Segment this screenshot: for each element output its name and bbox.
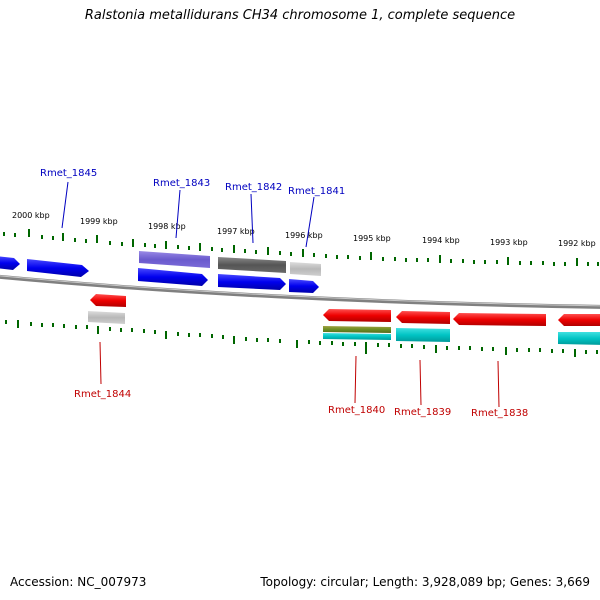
page-title: Ralstonia metallidurans CH34 chromosome … [84,8,516,23]
gene-label[interactable]: Rmet_1845 [40,168,97,179]
gene-feature-1838[interactable] [453,313,546,326]
gene-feature-1844-lower[interactable] [88,311,125,324]
gene-feature-1842-upper[interactable] [218,257,286,273]
scale-label: 1993 kbp [490,238,528,247]
gene-feature-1840-lower-a[interactable] [323,326,391,333]
gene-label[interactable]: Rmet_1842 [225,182,282,193]
gene-label[interactable]: Rmet_1839 [394,407,451,418]
gene-feature-1843-upper[interactable] [139,251,210,268]
gene-feature-1839-lower[interactable] [396,328,450,342]
gene-label[interactable]: Rmet_1843 [153,178,210,189]
gene-feature-1845[interactable] [27,259,89,277]
gene-label[interactable]: Rmet_1841 [288,186,345,197]
gene-feature-1841[interactable] [289,279,319,293]
top-gene-labels: Rmet_1845 Rmet_1843 Rmet_1842 Rmet_1841 [40,168,345,197]
scale-label: 1997 kbp [217,227,255,236]
accession-text: Accession: NC_007973 [10,575,147,589]
scale-label: 1995 kbp [353,234,391,243]
scale-label: 2000 kbp [12,211,50,220]
gene-feature-1837[interactable] [558,314,600,326]
scale-labels: 2000 kbp 1999 kbp 1998 kbp 1997 kbp 1996… [12,211,596,248]
gene-label[interactable]: Rmet_1844 [74,389,131,400]
gene-feature-1839[interactable] [396,311,450,324]
gene-feature-1844[interactable] [90,294,126,307]
scale-label: 1994 kbp [422,236,460,245]
scale-label: 1998 kbp [148,222,186,231]
top-tick-marks [3,229,599,266]
chromosome-backbone [0,274,600,309]
gene-feature-1837-lower[interactable] [558,332,600,345]
gene-label[interactable]: Rmet_1838 [471,408,528,419]
top-strand-features [0,251,321,293]
bottom-strand-features [88,294,600,345]
gene-feature-1842[interactable] [218,274,286,290]
scale-label: 1999 kbp [80,217,118,226]
scale-label: 1992 kbp [558,239,596,248]
gene-feature-1840[interactable] [323,309,391,322]
gene-label[interactable]: Rmet_1840 [328,405,385,416]
gene-feature-1846[interactable] [0,256,20,270]
top-callout-lines [61,181,315,248]
genome-info-text: Topology: circular; Length: 3,928,089 bp… [260,575,590,589]
bottom-tick-marks [5,320,598,357]
gene-feature-1840-lower-b[interactable] [323,333,391,340]
bottom-callout-lines [99,341,500,408]
gene-feature-1843[interactable] [138,268,208,286]
gene-feature-1841-upper[interactable] [290,262,321,276]
scale-label: 1996 kbp [285,231,323,240]
bottom-gene-labels: Rmet_1844 Rmet_1840 Rmet_1839 Rmet_1838 [74,389,528,419]
